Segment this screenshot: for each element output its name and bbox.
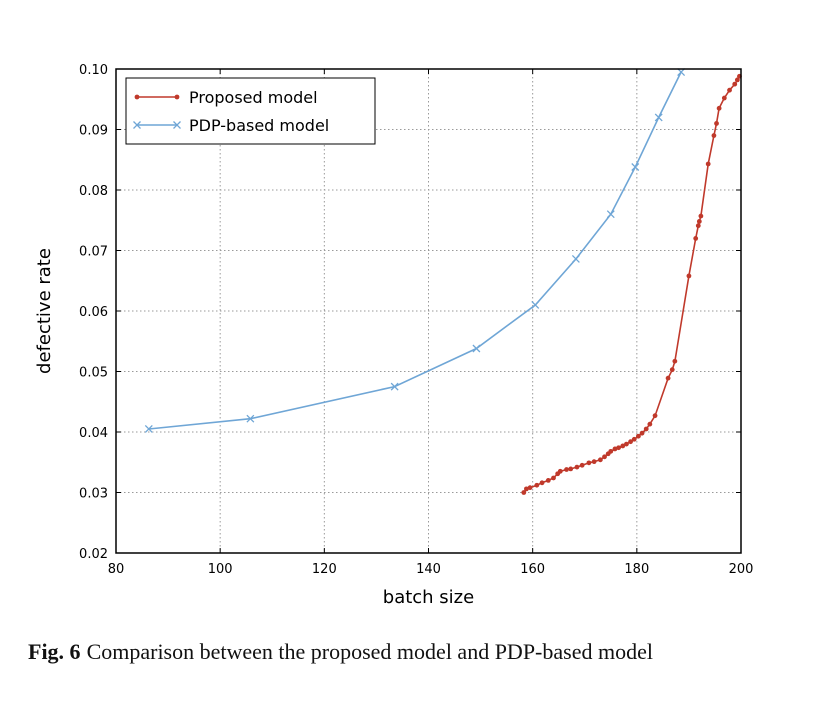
x-tick-label: 140 bbox=[416, 562, 441, 577]
y-tick-label: 0.10 bbox=[79, 63, 108, 78]
y-tick-label: 0.04 bbox=[79, 426, 108, 441]
data-point-proposed-model bbox=[635, 433, 641, 439]
data-point-proposed-model bbox=[727, 87, 732, 93]
data-point-proposed-model bbox=[711, 133, 717, 138]
data-point-proposed-model bbox=[586, 460, 592, 466]
data-point-pdp-based-model bbox=[390, 382, 399, 391]
figure-caption: Fig. 6 Comparison between the proposed mo… bbox=[28, 636, 768, 668]
data-point-proposed-model bbox=[672, 358, 678, 364]
legend-label-pdp-based-model: PDP-based model bbox=[189, 116, 329, 135]
data-point-proposed-model bbox=[716, 105, 722, 111]
data-point-proposed-model bbox=[521, 490, 527, 495]
data-point-proposed-model bbox=[574, 464, 580, 470]
y-tick-label: 0.05 bbox=[79, 366, 108, 381]
x-axis-label: batch size bbox=[383, 587, 474, 608]
data-point-proposed-model bbox=[539, 480, 545, 486]
data-point-proposed-model bbox=[545, 478, 551, 483]
data-point-proposed-model bbox=[579, 462, 585, 468]
data-point-proposed-model bbox=[643, 426, 649, 432]
chart: 80 100 120 140 160 180 200 0.02 0.03 0.04 0.05 0.06… bbox=[34, 63, 753, 608]
caption-label: Fig. 6 bbox=[28, 639, 81, 664]
axis-ticks: 80 100 120 140 160 180 200 0.02 0.03 0.04 0.05 0.06… bbox=[79, 63, 753, 577]
data-point-proposed-model bbox=[620, 443, 626, 449]
data-point-proposed-model bbox=[624, 441, 629, 447]
data-point-proposed-model bbox=[616, 445, 622, 451]
data-point-proposed-model bbox=[612, 446, 618, 452]
data-point-proposed-model bbox=[734, 77, 740, 83]
x-tick-label: 200 bbox=[729, 562, 754, 577]
data-point-proposed-model bbox=[705, 161, 711, 167]
data-point-pdp-based-model bbox=[606, 210, 615, 219]
data-point-pdp-based-model bbox=[631, 163, 640, 171]
grid-lines bbox=[116, 69, 741, 553]
data-point-proposed-model bbox=[669, 367, 675, 373]
y-tick-label: 0.07 bbox=[79, 245, 108, 260]
data-point-proposed-model bbox=[686, 273, 692, 279]
series-layer bbox=[144, 68, 742, 495]
data-point-pdp-based-model bbox=[654, 113, 663, 122]
x-tick-label: 180 bbox=[624, 562, 649, 577]
y-tick-label: 0.03 bbox=[79, 487, 108, 502]
data-point-proposed-model bbox=[564, 467, 569, 472]
legend-marker-proposed-model bbox=[134, 94, 140, 100]
data-point-proposed-model bbox=[639, 430, 645, 436]
y-tick-label: 0.08 bbox=[79, 184, 108, 199]
data-point-proposed-model bbox=[698, 213, 704, 219]
data-point-proposed-model bbox=[696, 219, 702, 224]
data-point-pdp-based-model bbox=[472, 344, 481, 353]
series-proposed-model bbox=[521, 73, 742, 495]
data-point-proposed-model bbox=[527, 485, 533, 491]
legend: Proposed model PDP-based model bbox=[125, 77, 376, 145]
data-point-proposed-model bbox=[732, 81, 738, 87]
x-tick-label: 80 bbox=[108, 562, 125, 577]
caption-text: Comparison between the proposed model an… bbox=[86, 639, 653, 664]
data-point-proposed-model bbox=[665, 375, 671, 381]
series-line-proposed-model bbox=[523, 75, 741, 493]
series-pdp-based-model bbox=[144, 68, 686, 433]
data-point-proposed-model bbox=[631, 436, 637, 442]
data-point-proposed-model bbox=[524, 486, 529, 492]
data-point-proposed-model bbox=[652, 413, 658, 419]
data-point-proposed-model bbox=[647, 421, 653, 427]
y-tick-label: 0.02 bbox=[79, 547, 108, 562]
data-point-proposed-model bbox=[714, 121, 719, 126]
data-point-proposed-model bbox=[534, 482, 540, 488]
x-tick-label: 100 bbox=[208, 562, 233, 577]
data-point-proposed-model bbox=[628, 439, 633, 445]
data-point-pdp-based-model bbox=[246, 414, 255, 423]
data-point-proposed-model bbox=[591, 459, 597, 465]
data-point-proposed-model bbox=[557, 468, 563, 474]
data-point-proposed-model bbox=[608, 448, 614, 454]
data-point-proposed-model bbox=[721, 95, 727, 101]
legend-box bbox=[125, 77, 376, 145]
data-point-proposed-model bbox=[695, 223, 701, 229]
data-point-proposed-model bbox=[602, 454, 607, 460]
data-point-proposed-model bbox=[551, 475, 556, 481]
legend-marker-pdp-based-model bbox=[173, 121, 181, 129]
data-point-pdp-based-model bbox=[531, 300, 540, 309]
y-tick-label: 0.09 bbox=[79, 124, 108, 139]
y-tick-label: 0.06 bbox=[79, 305, 108, 320]
series-line-pdp-based-model bbox=[148, 71, 682, 430]
data-point-proposed-model bbox=[568, 466, 574, 472]
y-axis-label: defective rate bbox=[34, 248, 55, 374]
x-tick-label: 160 bbox=[520, 562, 545, 577]
legend-label-proposed-model: Proposed model bbox=[189, 88, 318, 107]
data-point-pdp-based-model bbox=[571, 255, 580, 263]
legend-marker-proposed-model bbox=[174, 94, 180, 100]
legend-marker-pdp-based-model bbox=[133, 121, 141, 129]
data-point-proposed-model bbox=[597, 457, 603, 463]
x-tick-label: 120 bbox=[312, 562, 337, 577]
data-point-pdp-based-model bbox=[144, 425, 153, 433]
data-point-proposed-model bbox=[693, 236, 699, 241]
